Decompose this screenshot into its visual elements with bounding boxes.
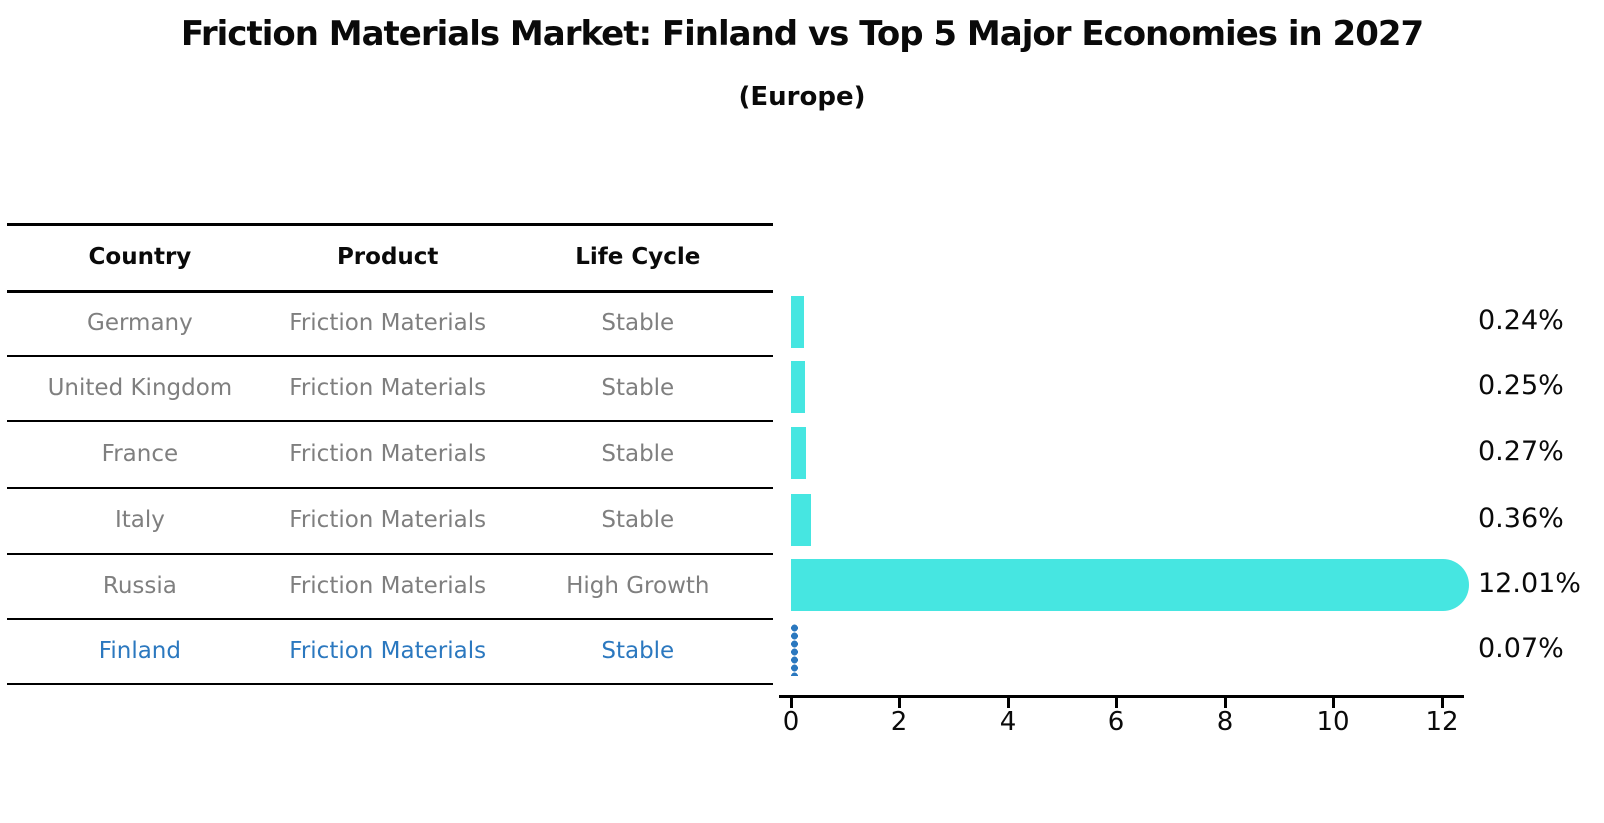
- cell-country: Italy: [114, 507, 165, 534]
- bar-plot-area: [791, 290, 1481, 697]
- x-axis-tick-label: 4: [999, 707, 1017, 737]
- x-axis-tick-label: 12: [1425, 707, 1459, 737]
- x-axis-tick: [790, 698, 793, 708]
- x-axis-tick-label: 6: [1107, 707, 1125, 737]
- value-label-united-kingdom: 0.25%: [1478, 370, 1564, 401]
- page-title: Friction Materials Market: Finland vs To…: [180, 14, 1424, 54]
- cell-life-cycle: Stable: [601, 374, 675, 401]
- x-axis-tick: [1441, 698, 1444, 708]
- cell-product: Friction Materials: [289, 507, 487, 534]
- bar-russia: [791, 559, 1469, 611]
- table-row-france: France Friction Materials Stable: [7, 420, 773, 487]
- cell-product: Friction Materials: [289, 310, 487, 337]
- cell-product: Friction Materials: [289, 572, 487, 599]
- cell-life-cycle: Stable: [601, 507, 675, 534]
- cell-country: Russia: [102, 572, 177, 599]
- table-row-italy: Italy Friction Materials Stable: [7, 487, 773, 553]
- cell-country: United Kingdom: [47, 374, 233, 401]
- table-header-row: Country Product Life Cycle: [7, 223, 773, 290]
- value-label-italy: 0.36%: [1478, 503, 1564, 534]
- page-subtitle: (Europe): [738, 82, 866, 112]
- cell-product: Friction Materials: [289, 637, 487, 664]
- bar-germany: [791, 296, 805, 348]
- column-header-product: Product: [336, 244, 439, 271]
- x-axis-tick-label: 8: [1216, 707, 1234, 737]
- value-label-finland: 0.07%: [1478, 633, 1564, 664]
- x-axis-tick-label: 2: [890, 707, 908, 737]
- cell-life-cycle: Stable: [601, 440, 675, 467]
- bar-united-kingdom: [791, 361, 805, 413]
- value-label-france: 0.27%: [1478, 436, 1564, 467]
- x-axis-tick-label: 0: [782, 707, 800, 737]
- data-table: Country Product Life Cycle Germany Frict…: [7, 223, 773, 685]
- table-row-united-kingdom: United Kingdom Friction Materials Stable: [7, 355, 773, 420]
- x-axis-tick: [898, 698, 901, 708]
- column-header-country: Country: [88, 244, 192, 271]
- value-label-germany: 0.24%: [1478, 305, 1564, 336]
- table-row-germany: Germany Friction Materials Stable: [7, 290, 773, 355]
- x-axis-line: [779, 695, 1464, 698]
- x-axis-tick-label: 10: [1316, 707, 1350, 737]
- column-header-life-cycle: Life Cycle: [575, 244, 701, 271]
- cell-country: France: [101, 440, 179, 467]
- table-row-russia: Russia Friction Materials High Growth: [7, 553, 773, 618]
- cell-product: Friction Materials: [289, 440, 487, 467]
- cell-product: Friction Materials: [289, 374, 487, 401]
- x-axis-tick: [1332, 698, 1335, 708]
- bar-france: [791, 427, 806, 479]
- cell-life-cycle: Stable: [601, 637, 675, 664]
- table-row-finland: Finland Friction Materials Stable: [7, 618, 773, 683]
- cell-country: Finland: [98, 637, 181, 664]
- x-axis-tick: [1115, 698, 1118, 708]
- cell-country: Germany: [87, 310, 193, 337]
- x-axis-tick: [1007, 698, 1010, 708]
- x-axis-tick: [1224, 698, 1227, 708]
- cell-life-cycle: Stable: [601, 310, 675, 337]
- bar-finland: [791, 624, 798, 676]
- cell-life-cycle: High Growth: [566, 572, 710, 599]
- bar-italy: [791, 494, 811, 546]
- value-label-russia: 12.01%: [1478, 568, 1581, 599]
